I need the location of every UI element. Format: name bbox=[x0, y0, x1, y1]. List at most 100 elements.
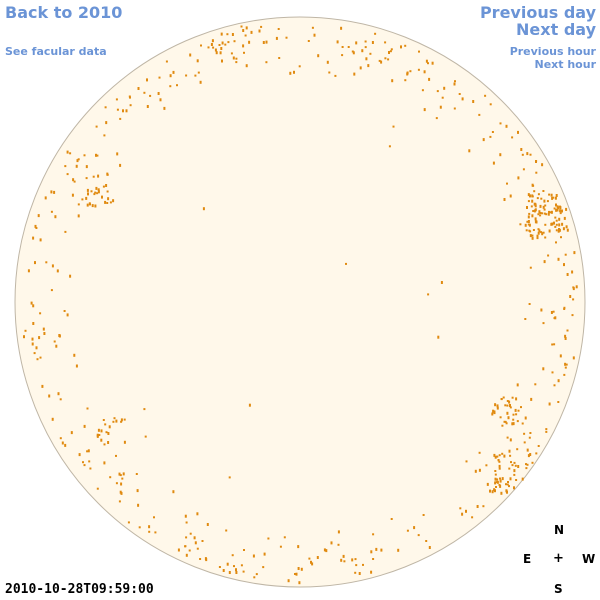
facula-spot bbox=[431, 61, 434, 65]
facula-spot bbox=[369, 52, 372, 55]
facula-spot bbox=[48, 394, 51, 398]
facula-spot bbox=[199, 80, 202, 84]
facula-spot bbox=[541, 212, 544, 215]
facula-spot bbox=[509, 404, 511, 407]
facula-spot bbox=[520, 148, 523, 151]
facula-spot bbox=[265, 61, 268, 64]
facula-spot bbox=[98, 434, 101, 436]
facula-spot bbox=[232, 56, 235, 60]
facula-spot bbox=[423, 70, 426, 74]
back-to-year-link[interactable]: Back to 2010 bbox=[5, 3, 123, 22]
facula-spot bbox=[95, 125, 98, 128]
facula-spot bbox=[77, 203, 80, 206]
facula-spot bbox=[527, 454, 530, 458]
facula-spot bbox=[484, 94, 487, 97]
facula-spot bbox=[474, 469, 477, 473]
facula-spot bbox=[37, 214, 40, 218]
facula-spot bbox=[506, 400, 509, 402]
facula-spot bbox=[71, 193, 74, 197]
facula-spot bbox=[532, 229, 535, 231]
facula-spot bbox=[502, 396, 505, 399]
facula-spot bbox=[75, 364, 78, 368]
previous-hour-link[interactable]: Previous hour bbox=[509, 45, 596, 58]
facula-spot bbox=[262, 566, 265, 569]
facula-spot bbox=[563, 263, 565, 267]
facula-spot bbox=[300, 567, 303, 571]
facula-spot bbox=[542, 205, 545, 209]
facula-spot bbox=[86, 407, 89, 410]
facula-spot bbox=[354, 558, 357, 561]
facula-spot bbox=[240, 564, 243, 567]
facula-spot bbox=[492, 409, 495, 413]
facula-spot bbox=[526, 152, 529, 156]
facula-spot bbox=[36, 358, 39, 361]
facula-spot bbox=[219, 51, 222, 55]
facula-spot bbox=[526, 206, 528, 209]
facula-spot bbox=[534, 383, 537, 386]
facula-spot bbox=[118, 500, 121, 503]
facula-spot bbox=[143, 408, 146, 411]
facula-spot bbox=[459, 507, 462, 510]
facula-spot bbox=[210, 43, 213, 46]
facula-spot bbox=[362, 563, 364, 566]
facula-spot bbox=[260, 25, 263, 28]
facula-spot bbox=[116, 152, 119, 156]
facula-spot bbox=[221, 41, 224, 45]
facula-spot bbox=[541, 232, 544, 236]
facula-spot bbox=[361, 49, 364, 53]
facula-spot bbox=[454, 80, 456, 83]
facula-spot bbox=[105, 121, 108, 125]
facula-spot bbox=[562, 227, 565, 231]
facula-spot bbox=[285, 36, 288, 39]
facula-spot bbox=[69, 274, 72, 278]
facula-spot bbox=[201, 540, 204, 542]
facula-spot bbox=[491, 490, 494, 494]
facula-spot bbox=[503, 454, 506, 458]
facula-spot bbox=[526, 448, 529, 452]
facula-spot bbox=[354, 571, 357, 574]
facula-spot bbox=[547, 212, 550, 216]
see-facular-data-link[interactable]: See facular data bbox=[5, 45, 107, 58]
facula-spot bbox=[371, 41, 374, 44]
facula-spot bbox=[351, 558, 354, 562]
facula-spot bbox=[243, 549, 245, 551]
next-hour-link[interactable]: Next hour bbox=[534, 58, 597, 71]
facula-spot bbox=[144, 435, 147, 438]
facula-spot bbox=[253, 576, 256, 579]
facula-spot bbox=[310, 560, 312, 564]
facula-spot bbox=[523, 441, 526, 444]
facula-spot bbox=[364, 40, 367, 43]
facula-spot bbox=[533, 190, 536, 193]
facula-spot bbox=[409, 70, 412, 73]
facula-spot bbox=[564, 366, 567, 369]
facula-spot bbox=[370, 550, 373, 554]
facula-spot bbox=[185, 536, 188, 539]
facula-spot bbox=[511, 422, 514, 426]
previous-day-link[interactable]: Previous day bbox=[479, 3, 596, 22]
facula-spot bbox=[555, 219, 558, 222]
facula-spot bbox=[31, 342, 34, 346]
facula-spot bbox=[532, 184, 535, 187]
facula-spot bbox=[298, 581, 301, 585]
facula-spot bbox=[279, 545, 282, 548]
facula-spot bbox=[527, 200, 530, 203]
facula-spot bbox=[32, 236, 35, 240]
facula-spot bbox=[103, 134, 106, 137]
facula-spot bbox=[58, 334, 61, 337]
facula-spot bbox=[94, 204, 97, 208]
facula-spot bbox=[425, 59, 428, 63]
facula-spot bbox=[534, 220, 537, 224]
facula-spot bbox=[537, 213, 540, 216]
facula-spot bbox=[96, 154, 99, 157]
facula-spot bbox=[275, 36, 278, 40]
facula-spot bbox=[88, 202, 91, 206]
facula-spot bbox=[104, 200, 107, 204]
facula-spot bbox=[499, 484, 502, 488]
facula-spot bbox=[64, 230, 67, 233]
facula-spot bbox=[97, 174, 100, 178]
facula-spot bbox=[252, 554, 255, 558]
facula-spot bbox=[468, 149, 471, 153]
facula-spot bbox=[443, 86, 446, 90]
next-day-link[interactable]: Next day bbox=[516, 20, 596, 39]
facula-spot bbox=[316, 556, 319, 559]
